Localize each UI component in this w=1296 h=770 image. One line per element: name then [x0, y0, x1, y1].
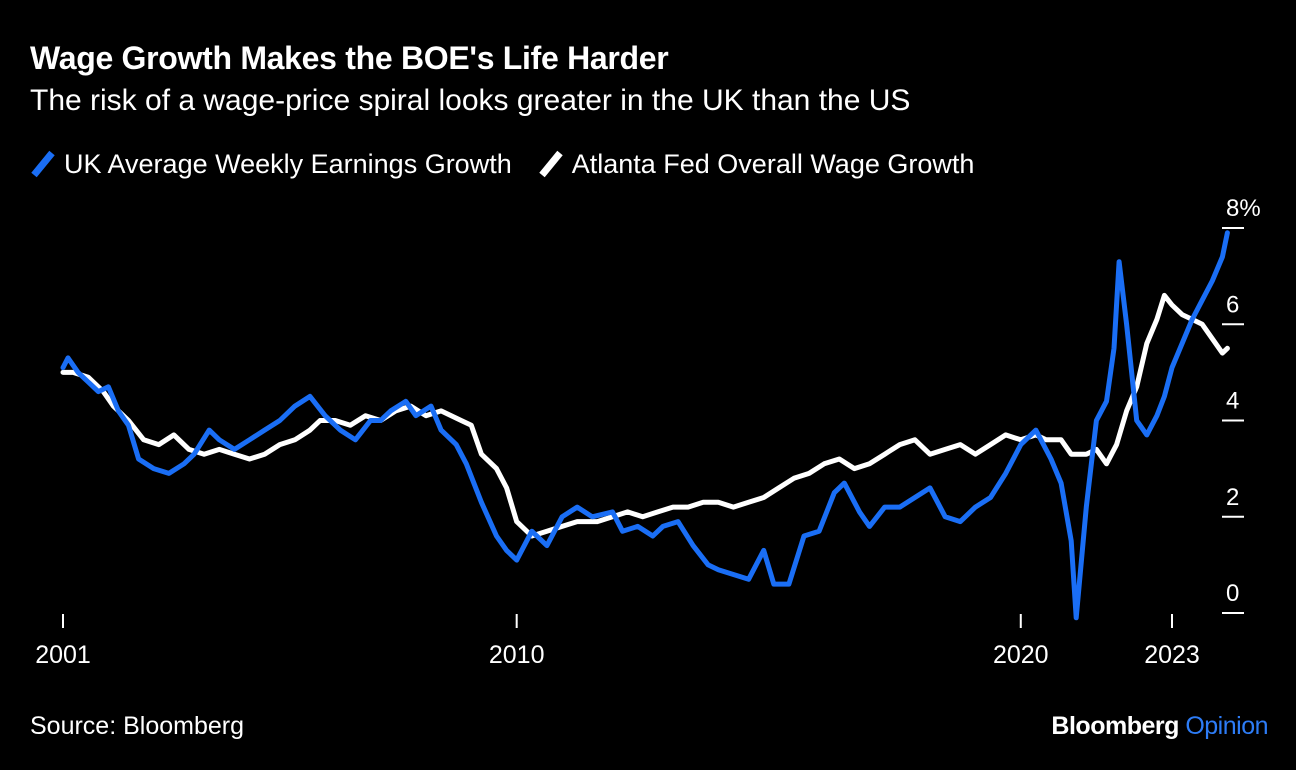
legend-label-us: Atlanta Fed Overall Wage Growth: [571, 148, 975, 179]
series-layer: [60, 230, 1230, 621]
source-note: Source: Bloomberg: [30, 712, 245, 740]
y-axis: 0 2 4 6 8%: [1222, 195, 1261, 614]
legend-item-us: Atlanta Fed Overall Wage Growth: [538, 148, 975, 180]
chart-subtitle: The risk of a wage-price spiral looks gr…: [30, 84, 911, 117]
legend-swatch-us-icon: [539, 150, 563, 178]
chart-title: Wage Growth Makes the BOE's Life Harder: [30, 40, 669, 76]
y-tick-label: 6: [1226, 291, 1239, 318]
x-tick-label: 2001: [35, 641, 91, 669]
x-axis: 2001 2010 2020 2023: [35, 614, 1200, 669]
brand-name: Bloomberg: [1051, 712, 1179, 740]
line-chart: 0 2 4 6 8% 2001 2010 2020 2023: [35, 195, 1261, 669]
series-line-uk: [60, 230, 1230, 621]
x-tick-label: 2023: [1144, 641, 1200, 669]
legend-label-uk: UK Average Weekly Earnings Growth: [64, 148, 512, 179]
x-tick-label: 2010: [489, 641, 545, 669]
legend-item-uk: UK Average Weekly Earnings Growth: [30, 149, 512, 180]
y-tick-label: 8%: [1226, 195, 1261, 222]
y-tick-label: 2: [1226, 484, 1239, 511]
brand-logo: Bloomberg Opinion: [1051, 712, 1268, 741]
legend-swatch-uk-icon: [31, 150, 55, 178]
series-line-us: [60, 292, 1230, 539]
y-tick-label: 0: [1226, 580, 1239, 607]
legend: UK Average Weekly Earnings Growth Atlant…: [30, 146, 1000, 182]
brand-suffix: Opinion: [1185, 712, 1268, 740]
x-tick-label: 2020: [993, 641, 1049, 669]
y-tick-label: 4: [1226, 388, 1239, 415]
